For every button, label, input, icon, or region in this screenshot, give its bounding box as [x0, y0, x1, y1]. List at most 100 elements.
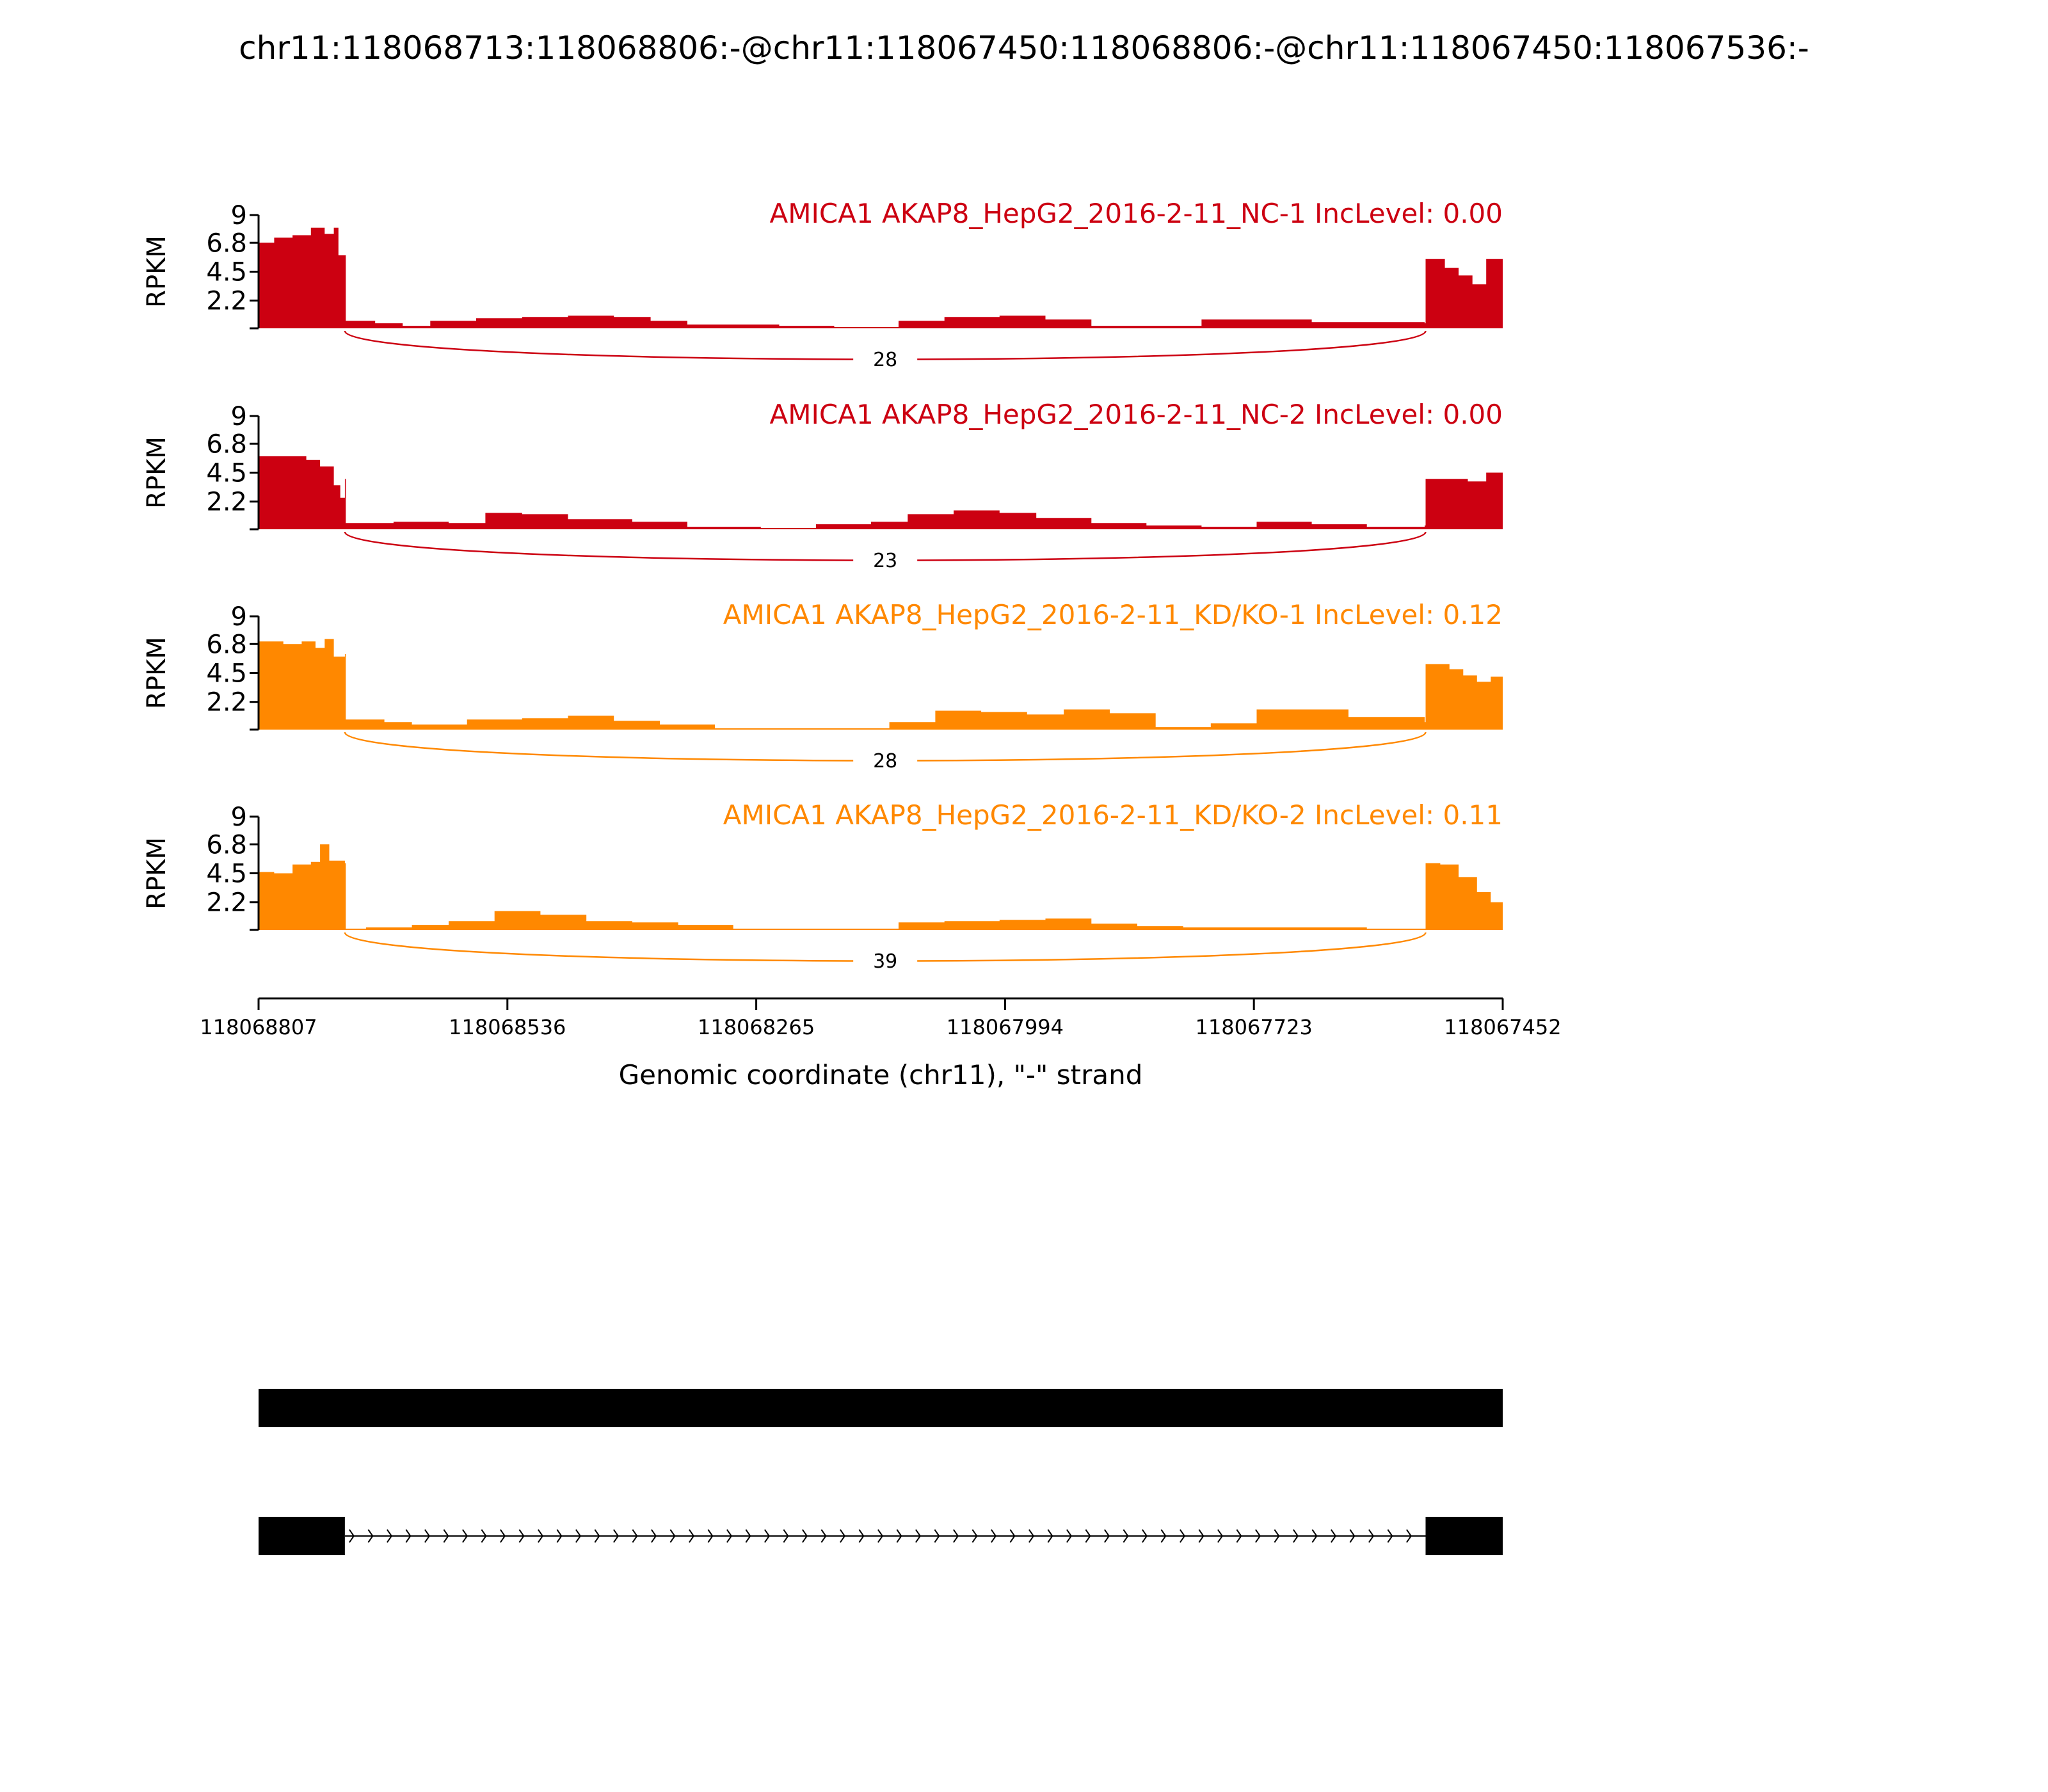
track-1: 2.24.56.89 RPKM AMICA1 AKAP8_HepG2_2016-2-…	[142, 198, 1503, 372]
strand-chevron	[462, 1529, 468, 1543]
coverage-area	[259, 227, 1503, 328]
y-tick-label: 2.2	[206, 488, 247, 517]
strand-chevron	[896, 1529, 902, 1543]
strand-chevron	[1311, 1529, 1318, 1543]
strand-chevron	[651, 1529, 657, 1543]
strand-chevron	[1180, 1529, 1186, 1543]
strand-chevron	[745, 1529, 751, 1543]
y-tick-label: 4.5	[206, 860, 247, 889]
junction-count-label: 23	[873, 550, 897, 572]
strand-chevron	[707, 1529, 714, 1543]
strand-chevron	[1160, 1529, 1167, 1543]
track-label: AMICA1 AKAP8_HepG2_2016-2-11_KD/KO-1 Inc…	[723, 599, 1503, 630]
strand-chevron	[972, 1529, 978, 1543]
strand-chevron	[934, 1529, 940, 1543]
strand-chevron	[669, 1529, 676, 1543]
junction-count-label: 28	[873, 750, 897, 772]
y-axis-label: RPKM	[142, 637, 172, 709]
strand-chevron	[1406, 1529, 1412, 1543]
track-label: AMICA1 AKAP8_HepG2_2016-2-11_NC-2 IncLev…	[770, 399, 1503, 430]
junction-label-bg	[853, 346, 918, 372]
strand-chevron	[632, 1529, 638, 1543]
strand-chevron	[1047, 1529, 1053, 1543]
y-tick-label: 6.8	[206, 630, 247, 659]
strand-chevron	[802, 1529, 808, 1543]
isoform-2-exon	[259, 1517, 345, 1555]
junction-label-bg	[853, 748, 918, 773]
strand-chevron	[613, 1529, 620, 1543]
y-tick-label: 6.8	[206, 830, 247, 860]
strand-chevron	[349, 1529, 355, 1543]
strand-chevron	[1331, 1529, 1337, 1543]
junction-label-bg	[853, 547, 918, 573]
coverage-area	[259, 639, 1503, 730]
track-label: AMICA1 AKAP8_HepG2_2016-2-11_KD/KO-2 Inc…	[723, 799, 1503, 831]
y-tick-label: 9	[231, 201, 247, 230]
strand-chevron	[594, 1529, 600, 1543]
strand-chevron	[538, 1529, 544, 1543]
strand-chevron	[1349, 1529, 1356, 1543]
strand-chevron	[481, 1529, 487, 1543]
strand-chevron	[1387, 1529, 1393, 1543]
strand-chevron	[1085, 1529, 1091, 1543]
y-tick-label: 9	[231, 803, 247, 832]
x-axis-label: Genomic coordinate (chr11), "-" strand	[619, 1059, 1143, 1091]
strand-chevron	[367, 1529, 374, 1543]
y-axis-label: RPKM	[142, 236, 172, 308]
track-4: 2.24.56.89 RPKM AMICA1 AKAP8_HepG2_2016-2-…	[142, 799, 1503, 973]
junction-label-bg	[853, 948, 918, 973]
strand-chevron	[575, 1529, 582, 1543]
y-axis-label: RPKM	[142, 837, 172, 909]
strand-chevron	[764, 1529, 771, 1543]
strand-chevron	[1009, 1529, 1016, 1543]
y-tick-label: 2.2	[206, 688, 247, 717]
strand-chevron	[1142, 1529, 1148, 1543]
strand-chevron	[877, 1529, 884, 1543]
strand-chevron	[424, 1529, 431, 1543]
plot-title: chr11:118068713:118068806:-@chr11:118067…	[239, 29, 1809, 67]
x-tick-label: 118068807	[200, 1015, 317, 1039]
strand-chevron	[1255, 1529, 1261, 1543]
strand-chevron	[1217, 1529, 1224, 1543]
strand-chevron	[1066, 1529, 1073, 1543]
x-tick-label: 118068536	[449, 1015, 566, 1039]
junction-count-label: 28	[873, 349, 897, 371]
isoform-1-exon	[259, 1389, 1503, 1427]
strand-chevron	[1198, 1529, 1204, 1543]
strand-chevron	[1368, 1529, 1375, 1543]
strand-chevron	[991, 1529, 997, 1543]
coverage-area	[259, 456, 1503, 529]
strand-chevron	[915, 1529, 922, 1543]
y-tick-label: 2.2	[206, 888, 247, 918]
x-tick-label: 118067452	[1444, 1015, 1561, 1039]
isoform-2-exon	[1425, 1517, 1503, 1555]
y-tick-label: 9	[231, 402, 247, 431]
y-tick-label: 4.5	[206, 659, 247, 689]
strand-chevron	[1236, 1529, 1242, 1543]
strand-chevron	[953, 1529, 959, 1543]
strand-chevron	[689, 1529, 695, 1543]
strand-chevron	[1028, 1529, 1035, 1543]
strand-chevron	[1274, 1529, 1280, 1543]
coverage-area	[259, 844, 1503, 930]
strand-chevron	[1104, 1529, 1110, 1543]
strand-chevron	[783, 1529, 789, 1543]
y-tick-label: 4.5	[206, 258, 247, 287]
y-tick-label: 6.8	[206, 228, 247, 258]
strand-chevron	[443, 1529, 449, 1543]
x-tick-label: 118067723	[1196, 1015, 1313, 1039]
strand-chevron	[500, 1529, 506, 1543]
strand-chevron	[556, 1529, 563, 1543]
strand-chevron	[387, 1529, 393, 1543]
y-tick-label: 6.8	[206, 429, 247, 459]
strand-chevron	[1293, 1529, 1299, 1543]
x-axis: 118068807 118068536 118068265 118067994 1180…	[200, 997, 1562, 1039]
track-2: 2.24.56.89 RPKM AMICA1 AKAP8_HepG2_2016-2-…	[142, 399, 1503, 573]
strand-chevron	[1123, 1529, 1129, 1543]
gene-model	[259, 1389, 1503, 1555]
strand-chevron	[858, 1529, 865, 1543]
y-axis-label: RPKM	[142, 436, 172, 509]
strand-chevron	[726, 1529, 733, 1543]
